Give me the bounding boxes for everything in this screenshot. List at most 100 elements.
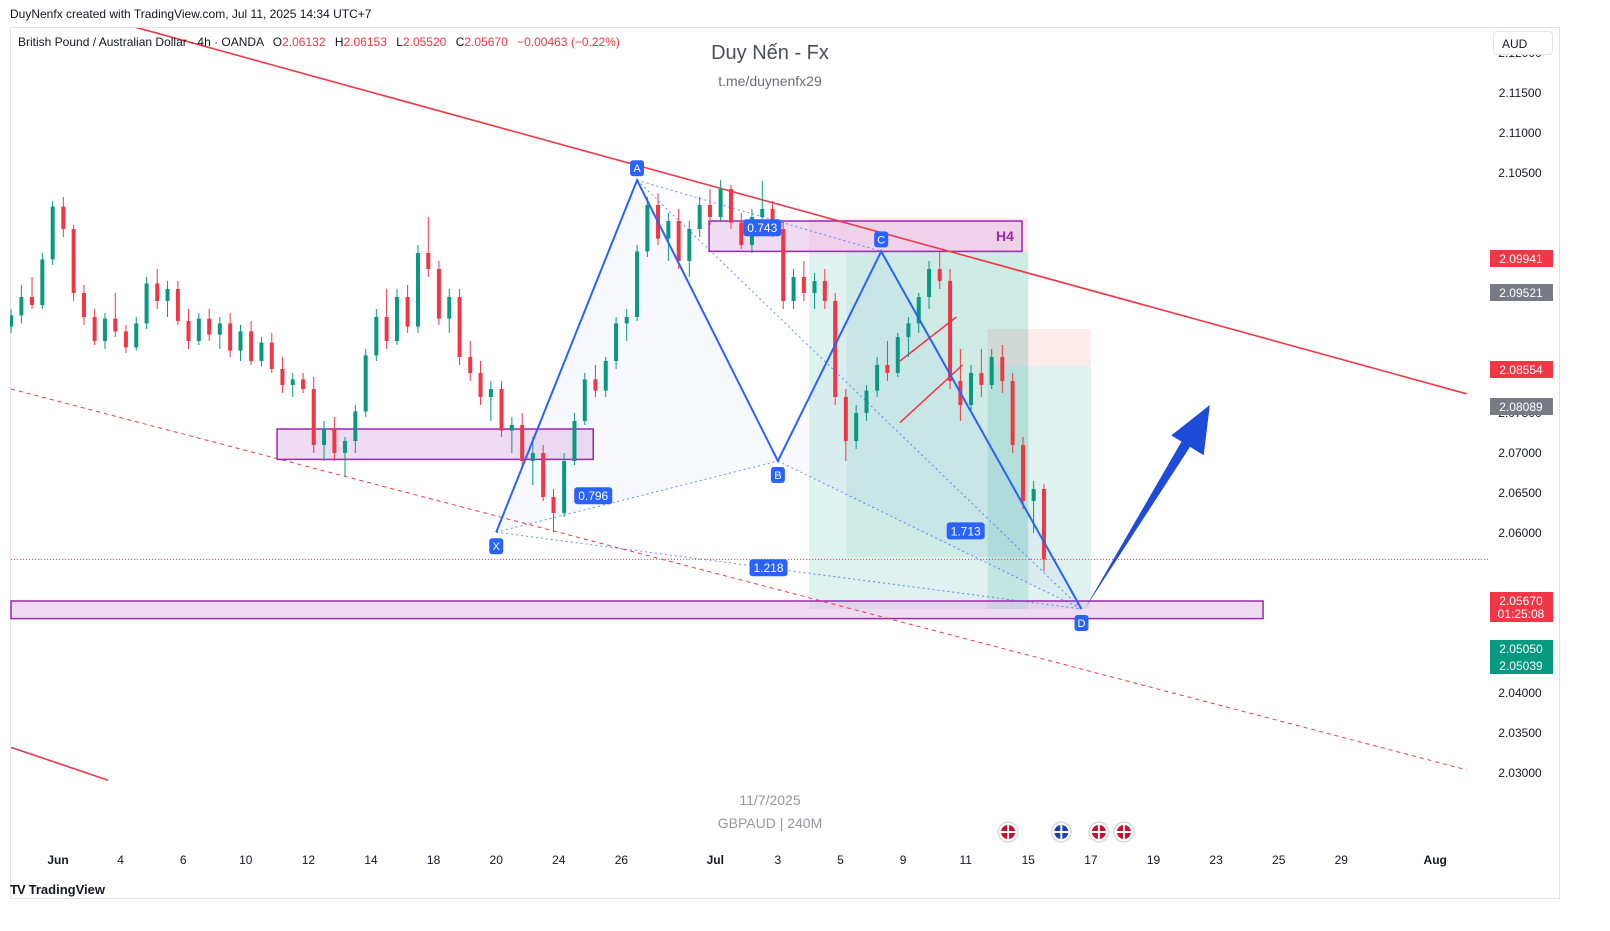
time-tick-label: 20 — [490, 853, 504, 867]
time-tick-label: 3 — [775, 853, 782, 867]
price-tick-label: 2.07000 — [1498, 446, 1542, 460]
time-tick-label: 5 — [837, 853, 844, 867]
close-label: C — [455, 35, 465, 49]
time-tick-label: 10 — [239, 853, 253, 867]
candle — [405, 297, 410, 327]
candle — [635, 251, 640, 317]
candle — [175, 289, 180, 321]
time-tick-label: 9 — [900, 853, 907, 867]
candle — [322, 429, 327, 445]
candle — [102, 318, 107, 341]
pattern-ratio-line — [496, 531, 1082, 610]
time-tick-label: 12 — [302, 853, 316, 867]
candle — [969, 373, 974, 405]
chart-credit: DuyNenfx created with TradingView.com, J… — [10, 7, 372, 21]
candle — [19, 297, 24, 316]
dashed-channel-line — [10, 388, 1467, 771]
pattern-point-b: B — [774, 470, 781, 482]
pattern-point-badge — [489, 538, 504, 555]
candle — [687, 229, 692, 261]
candle — [123, 331, 128, 348]
candle — [165, 289, 170, 301]
candle — [186, 321, 191, 341]
price-label-box — [1490, 640, 1553, 657]
candle — [301, 379, 306, 389]
candle — [311, 389, 316, 445]
candle — [217, 323, 222, 335]
candle — [885, 365, 890, 373]
candle — [1010, 381, 1015, 445]
candle — [144, 283, 149, 324]
candle — [718, 189, 723, 217]
candle — [488, 389, 493, 397]
candle — [551, 497, 556, 513]
watermark-subtitle: t.me/duynenfx29 — [718, 73, 822, 89]
candle — [478, 373, 483, 397]
candle — [509, 425, 514, 431]
wedge-lower-line — [899, 364, 964, 424]
price-label-box — [1490, 592, 1553, 622]
candle — [155, 283, 160, 301]
pattern-ratio-line — [496, 460, 779, 533]
price-tick-label: 2.06000 — [1498, 526, 1542, 540]
price-tick-label: 2.11500 — [1499, 86, 1542, 100]
candle — [468, 357, 473, 373]
pattern-ratio-line — [636, 179, 882, 252]
candle — [812, 281, 817, 293]
currency-selector[interactable]: AUD — [1493, 31, 1553, 55]
time-tick-label: 17 — [1084, 853, 1098, 867]
time-tick-label: 15 — [1022, 853, 1036, 867]
candle — [1041, 489, 1046, 560]
high-label: H — [334, 35, 344, 49]
ratio-label-xb: 0.796 — [578, 489, 608, 503]
watermark-symbol: GBPAUD | 240M — [717, 815, 823, 831]
candle — [280, 369, 285, 385]
candle — [499, 389, 504, 431]
price-tick-label: 2.10500 — [1498, 166, 1542, 180]
candle — [1000, 357, 1005, 381]
countdown-label: 01:25:08 — [1498, 607, 1545, 621]
candle — [61, 206, 66, 229]
time-tick-label: 18 — [427, 853, 441, 867]
lower-trendline — [10, 746, 109, 781]
time-tick-label: Jun — [47, 853, 68, 867]
pattern-point-a: A — [633, 163, 641, 175]
price-label: 2.05050 — [1499, 642, 1543, 656]
candle — [989, 357, 994, 385]
candle — [833, 301, 838, 397]
ratio-label-bd: 1.713 — [951, 524, 981, 538]
candle — [582, 379, 587, 421]
candle — [290, 379, 295, 385]
candle — [343, 441, 348, 453]
price-label-box — [1490, 657, 1553, 674]
candle — [603, 361, 608, 391]
candle — [259, 342, 264, 361]
pattern-ratio-line — [777, 460, 1082, 610]
pattern-point-badge — [1074, 615, 1089, 631]
watermark-title: Duy Nến - Fx — [711, 42, 829, 64]
candle — [822, 281, 827, 301]
pattern-point-badge — [874, 231, 889, 248]
candle — [791, 277, 796, 301]
supply-demand-zone — [276, 428, 594, 461]
price-tick-label: 2.03500 — [1498, 726, 1542, 740]
price-label: 2.09941 — [1499, 252, 1543, 266]
candle — [1031, 489, 1036, 501]
candle — [238, 331, 243, 351]
candle — [541, 453, 546, 497]
candle — [384, 317, 389, 341]
tradingview-footer[interactable]: TV TradingView — [10, 882, 105, 897]
price-label: 2.08089 — [1499, 400, 1543, 414]
price-label: 2.05039 — [1499, 659, 1543, 673]
ratio-badge — [749, 559, 788, 577]
candle — [374, 317, 379, 356]
time-tick-label: 6 — [180, 853, 187, 867]
candle — [895, 337, 900, 373]
pattern-point-badge — [770, 467, 785, 483]
price-label-box — [1490, 284, 1553, 301]
candle — [249, 331, 254, 361]
candle — [666, 221, 671, 239]
candle — [228, 323, 233, 351]
time-tick-label: 19 — [1147, 853, 1161, 867]
